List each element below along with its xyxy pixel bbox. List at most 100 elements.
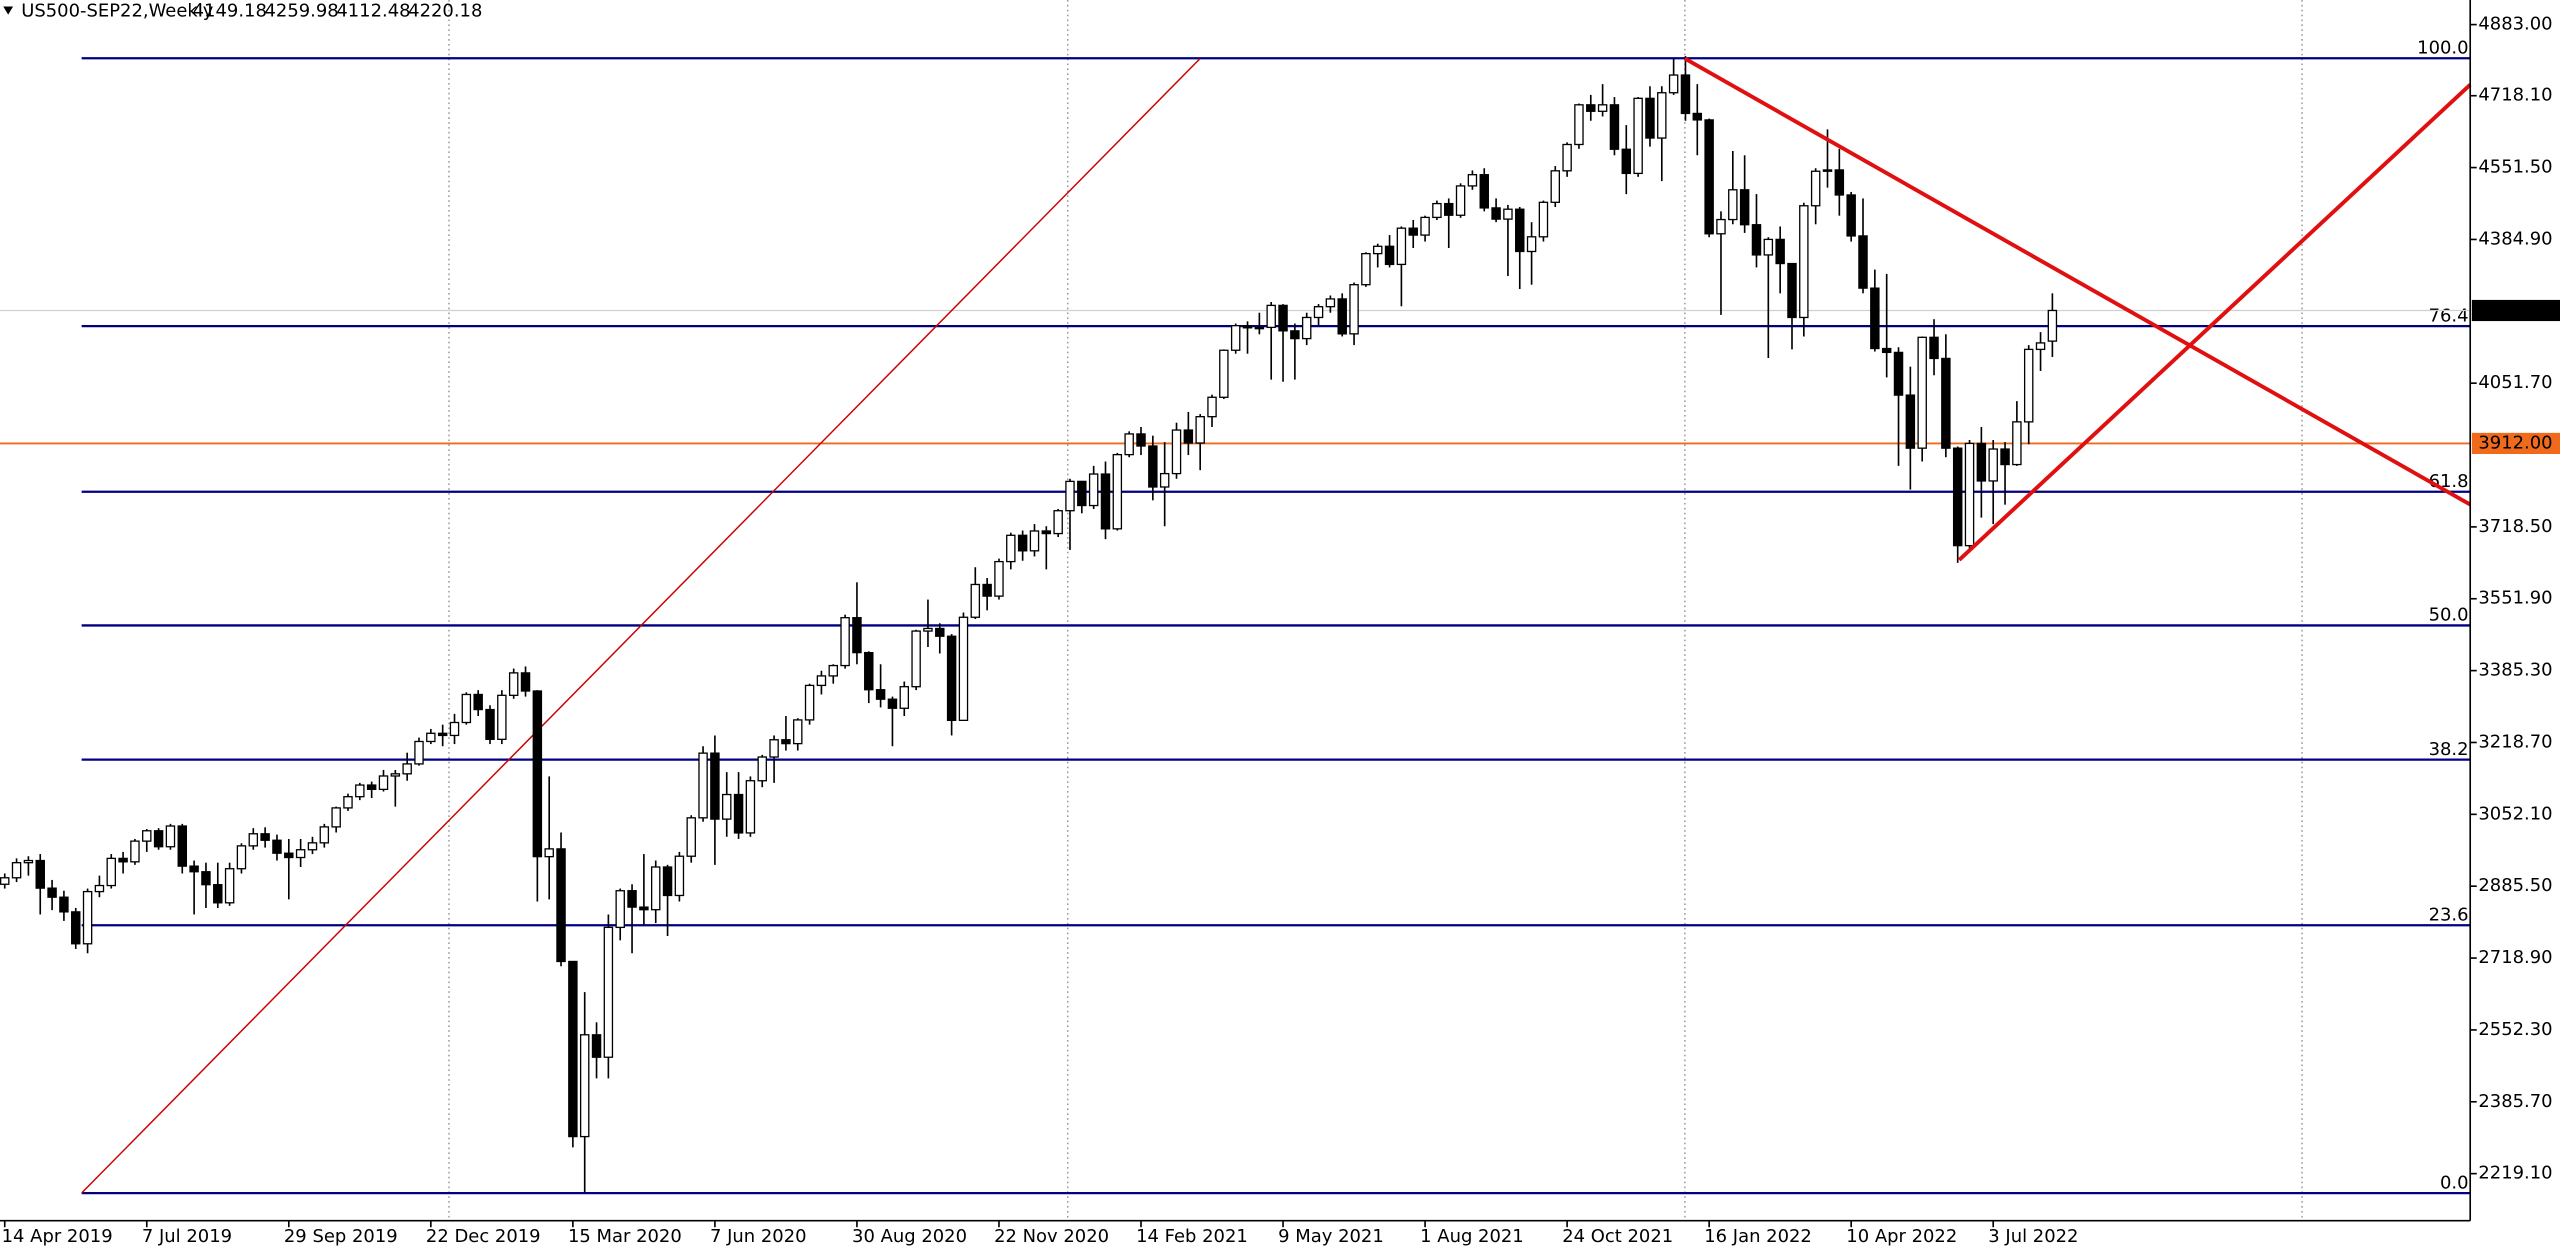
candle-body — [1420, 216, 1430, 236]
current-price-label: 4220.18 — [2478, 300, 2552, 321]
y-tick-label: 4551.50 — [2478, 157, 2552, 178]
candle-body — [260, 833, 270, 841]
candle-body — [426, 732, 436, 743]
candle-body — [828, 664, 838, 677]
axes: 4883.00 4718.10 4551.50 4384.90 4051.70 3718.… — [2, 14, 2560, 1247]
candle-body — [1136, 433, 1146, 447]
candle-body — [568, 960, 578, 1138]
last-high: 4259.98 — [264, 0, 338, 21]
y-tick-label: 3551.90 — [2478, 588, 2552, 609]
candle-body — [864, 651, 874, 691]
candle-body — [1325, 298, 1336, 308]
candle-body — [2012, 421, 2022, 466]
fib-level-label: 0.0 — [2440, 1172, 2469, 1193]
candle-body — [130, 840, 140, 863]
candle-body — [118, 857, 128, 863]
candle-body — [1846, 194, 1856, 237]
candle-body — [71, 911, 81, 945]
current-price-box — [2471, 299, 2560, 322]
candle-body — [2047, 309, 2058, 342]
candle-body — [1266, 304, 1276, 329]
candle-body — [2035, 342, 2046, 351]
candle-body — [1124, 433, 1134, 456]
x-tick-label: 7 Jul 2019 — [142, 1226, 232, 1247]
candle-body — [650, 866, 661, 911]
candle-body — [153, 830, 164, 848]
candle-body — [213, 884, 223, 904]
candle-body — [142, 830, 152, 842]
candle-body — [1574, 104, 1584, 146]
candle-body — [319, 826, 330, 844]
candle-body — [722, 793, 732, 820]
candle-body — [804, 684, 815, 721]
y-tick-label: 2718.90 — [2478, 947, 2552, 968]
candle-body — [189, 865, 199, 873]
y-tick-label: 4384.90 — [2478, 228, 2552, 249]
candle-body — [497, 694, 507, 740]
candle-body — [1609, 104, 1620, 150]
x-tick-label: 16 Jan 2022 — [1704, 1226, 1812, 1247]
x-tick-label: 14 Apr 2019 — [2, 1226, 113, 1247]
fib-level-label: 50.0 — [2429, 605, 2469, 626]
fib-level-label: 76.4 — [2429, 305, 2469, 326]
candle-body — [236, 845, 247, 870]
candle-body — [1408, 227, 1418, 236]
candle-body — [1479, 174, 1489, 209]
candle-body — [1822, 169, 1833, 172]
candle-body — [674, 855, 685, 897]
candle-body — [1254, 326, 1265, 330]
x-tick-label: 10 Apr 2022 — [1846, 1226, 1957, 1247]
y-tick-label: 2552.30 — [2478, 1019, 2552, 1040]
candle-body — [1100, 473, 1111, 530]
y-tick-label: 3218.70 — [2478, 731, 2552, 752]
candle-body — [1728, 189, 1738, 221]
candle-body — [1361, 252, 1371, 286]
candle-body — [1041, 530, 1052, 535]
x-tick-label: 7 Jun 2020 — [710, 1226, 807, 1247]
candle-body — [935, 627, 945, 637]
fib-level-label: 38.2 — [2429, 739, 2469, 760]
candle-body — [224, 868, 235, 904]
candle-body — [1586, 104, 1596, 112]
y-tick-label: 3385.30 — [2478, 660, 2552, 681]
y-tick-label: 4883.00 — [2478, 14, 2552, 35]
candle-body — [1195, 416, 1205, 444]
candle-body — [1396, 227, 1407, 266]
candle-body — [1645, 97, 1655, 139]
candle-body — [745, 780, 756, 834]
candle-body — [603, 926, 614, 1058]
candle-body — [1538, 201, 1549, 238]
menu-arrow[interactable] — [3, 6, 14, 15]
candle-body — [1597, 104, 1608, 112]
candle-body — [1313, 306, 1324, 319]
candle-body — [1787, 262, 1797, 319]
candle-body — [1716, 218, 1726, 235]
y-tick-label: 2385.70 — [2478, 1091, 2552, 1112]
candle-body — [1515, 208, 1525, 253]
candle-body — [165, 825, 176, 848]
candle-body — [733, 793, 744, 834]
candle-body — [1799, 205, 1809, 319]
candle-body — [437, 732, 448, 737]
candle-body — [1065, 480, 1075, 512]
candle-body — [366, 784, 377, 791]
candle-body — [816, 675, 827, 687]
y-tick-label: 3052.10 — [2478, 803, 2552, 824]
candle-body — [1941, 357, 1951, 449]
candles — [0, 56, 2058, 1193]
candle-body — [1077, 480, 1087, 507]
candle-body — [331, 807, 341, 828]
candle-body — [615, 890, 625, 929]
y-tick-label: 4051.70 — [2478, 372, 2552, 393]
candle-body — [1159, 472, 1170, 488]
candle-body — [1455, 185, 1466, 216]
candle-body — [1976, 442, 1987, 482]
candle-body — [0, 877, 10, 885]
candle-body — [295, 849, 306, 859]
candle-body — [840, 617, 850, 667]
fib-level-label: 61.8 — [2429, 471, 2469, 492]
candle-body — [1301, 316, 1312, 340]
candle-body — [1372, 245, 1383, 255]
candle-body — [355, 784, 365, 798]
candle-body — [1562, 143, 1572, 172]
